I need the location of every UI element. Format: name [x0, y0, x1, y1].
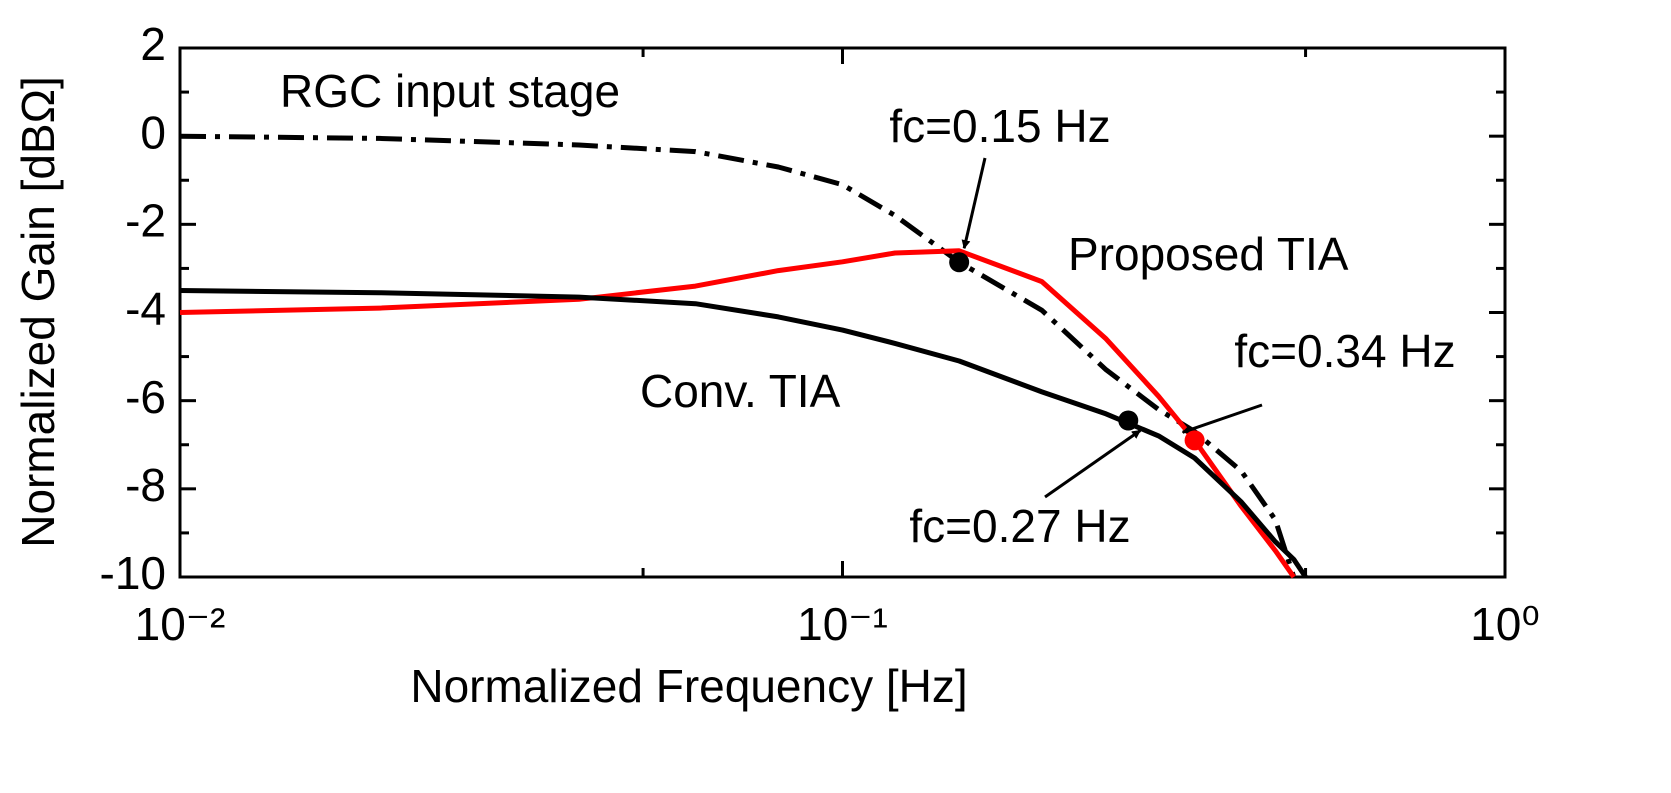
series-label: Proposed TIA — [1068, 228, 1349, 280]
series-label: Conv. TIA — [640, 365, 841, 417]
x-tick-label: 10⁰ — [1470, 598, 1540, 650]
series-line — [179, 288, 1308, 579]
y-tick-label: -8 — [125, 459, 166, 511]
y-tick-label: -4 — [125, 283, 166, 335]
y-tick-label: -10 — [100, 547, 166, 599]
annotation-arrow — [1181, 403, 1263, 434]
annotation-label: fc=0.27 Hz — [909, 500, 1130, 552]
y-axis-label: Normalized Gain [dBΩ] — [12, 76, 64, 548]
y-tick-label: -6 — [125, 371, 166, 423]
y-tick-label: -2 — [125, 194, 166, 246]
cutoff-marker — [1184, 430, 1205, 451]
x-axis-label: Normalized Frequency [Hz] — [410, 660, 967, 712]
cutoff-marker — [949, 252, 970, 273]
y-tick-label: 2 — [140, 18, 166, 70]
x-tick-label: 10⁻² — [135, 598, 226, 650]
series-label: RGC input stage — [280, 65, 620, 117]
annotation-label: fc=0.15 Hz — [889, 100, 1110, 152]
annotation-label: fc=0.34 Hz — [1234, 325, 1455, 377]
cutoff-marker — [1118, 410, 1139, 431]
plot-frame — [178, 46, 1507, 579]
y-tick-label: 0 — [140, 106, 166, 158]
annotation-arrow — [1044, 429, 1142, 499]
x-tick-label: 10⁻¹ — [797, 598, 888, 650]
annotation-arrow — [961, 157, 987, 250]
